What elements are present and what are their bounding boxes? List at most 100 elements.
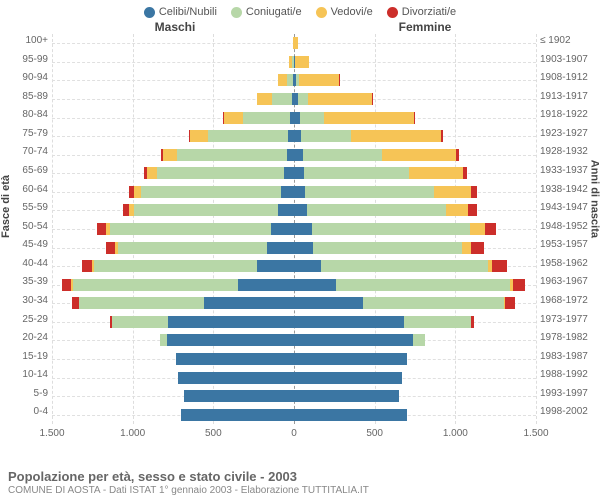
pyramid-row: 15-191983-1987 bbox=[52, 350, 536, 369]
bar-segment bbox=[208, 130, 289, 142]
bar-segment bbox=[134, 204, 278, 216]
bar-segment bbox=[73, 279, 238, 291]
bar-female bbox=[294, 112, 415, 124]
bar-female bbox=[294, 279, 526, 291]
bar-male bbox=[106, 242, 294, 254]
pyramid-row: 40-441958-1962 bbox=[52, 257, 536, 276]
pyramid-row: 35-391963-1967 bbox=[52, 275, 536, 294]
bar-segment bbox=[110, 223, 271, 235]
bar-segment bbox=[409, 167, 463, 179]
bar-segment bbox=[294, 186, 305, 198]
pyramid-row: 50-541948-1952 bbox=[52, 220, 536, 239]
plot-area: 100+≤ 190295-991903-190790-941908-191285… bbox=[52, 34, 536, 424]
chart: Fasce di età Anni di nascita 100+≤ 19029… bbox=[8, 34, 592, 442]
bar-segment bbox=[414, 112, 415, 124]
age-label: 10-14 bbox=[12, 368, 48, 382]
bar-segment bbox=[106, 242, 115, 254]
bar-segment bbox=[294, 260, 321, 272]
bar-female bbox=[294, 334, 425, 346]
bar-segment bbox=[308, 93, 373, 105]
bar-male bbox=[257, 93, 294, 105]
bar-segment bbox=[505, 297, 515, 309]
bar-segment bbox=[294, 149, 303, 161]
bar-segment bbox=[456, 149, 459, 161]
age-label: 65-69 bbox=[12, 164, 48, 178]
birth-label: 1998-2002 bbox=[540, 405, 590, 419]
age-label: 100+ bbox=[12, 34, 48, 48]
pyramid-row: 20-241978-1982 bbox=[52, 331, 536, 350]
x-tick: 1.500 bbox=[39, 428, 64, 439]
pyramid-row: 5-91993-1997 bbox=[52, 387, 536, 406]
birth-label: 1988-1992 bbox=[540, 368, 590, 382]
x-tick: 0 bbox=[291, 428, 297, 439]
age-label: 70-74 bbox=[12, 145, 48, 159]
age-label: 95-99 bbox=[12, 53, 48, 67]
pyramid-row: 45-491953-1957 bbox=[52, 238, 536, 257]
bar-female bbox=[294, 260, 507, 272]
pyramid-row: 95-991903-1907 bbox=[52, 53, 536, 72]
bar-male bbox=[72, 297, 294, 309]
bar-female bbox=[294, 390, 399, 402]
bar-segment bbox=[485, 223, 496, 235]
bar-segment bbox=[294, 130, 301, 142]
gender-labels: Maschi Femmine bbox=[0, 20, 600, 34]
bar-segment bbox=[294, 316, 404, 328]
bar-female bbox=[294, 186, 477, 198]
bar-female bbox=[294, 223, 496, 235]
bar-segment bbox=[470, 223, 485, 235]
bar-male bbox=[161, 149, 294, 161]
bar-segment bbox=[462, 242, 471, 254]
bar-segment bbox=[178, 372, 294, 384]
birth-label: 1963-1967 bbox=[540, 275, 590, 289]
bar-segment bbox=[147, 167, 157, 179]
bar-segment bbox=[312, 223, 470, 235]
bar-segment bbox=[238, 279, 294, 291]
caption-title: Popolazione per età, sesso e stato civil… bbox=[8, 469, 592, 484]
bar-segment bbox=[163, 149, 177, 161]
bar-female bbox=[294, 93, 373, 105]
bar-male bbox=[178, 372, 294, 384]
age-label: 90-94 bbox=[12, 71, 48, 85]
age-label: 20-24 bbox=[12, 331, 48, 345]
gridline-v bbox=[536, 34, 537, 424]
bar-male bbox=[123, 204, 294, 216]
legend-swatch bbox=[144, 7, 155, 18]
bar-segment bbox=[372, 93, 373, 105]
bar-female bbox=[294, 167, 467, 179]
bar-segment bbox=[190, 130, 208, 142]
bar-female bbox=[294, 56, 309, 68]
birth-label: 1938-1942 bbox=[540, 183, 590, 197]
bar-segment bbox=[313, 242, 461, 254]
birth-label: 1933-1937 bbox=[540, 164, 590, 178]
bar-male bbox=[144, 167, 294, 179]
legend: Celibi/NubiliConiugati/eVedovi/eDivorzia… bbox=[0, 0, 600, 20]
age-label: 40-44 bbox=[12, 257, 48, 271]
pyramid-row: 30-341968-1972 bbox=[52, 294, 536, 313]
age-label: 30-34 bbox=[12, 294, 48, 308]
bar-segment bbox=[294, 353, 407, 365]
age-label: 35-39 bbox=[12, 275, 48, 289]
pyramid-row: 65-691933-1937 bbox=[52, 164, 536, 183]
age-label: 80-84 bbox=[12, 108, 48, 122]
age-label: 55-59 bbox=[12, 201, 48, 215]
age-label: 75-79 bbox=[12, 127, 48, 141]
birth-label: 1918-1922 bbox=[540, 108, 590, 122]
pyramid-row: 0-41998-2002 bbox=[52, 405, 536, 424]
bar-female bbox=[294, 74, 339, 86]
bar-segment bbox=[294, 297, 363, 309]
legend-item: Divorziati/e bbox=[387, 6, 456, 18]
age-label: 45-49 bbox=[12, 238, 48, 252]
bar-segment bbox=[62, 279, 72, 291]
bar-segment bbox=[294, 37, 297, 49]
ylabel-left: Fasce di età bbox=[0, 175, 12, 238]
bar-segment bbox=[513, 279, 526, 291]
age-label: 25-29 bbox=[12, 313, 48, 327]
legend-label: Coniugati/e bbox=[246, 6, 302, 18]
bar-segment bbox=[141, 186, 281, 198]
bar-segment bbox=[284, 167, 294, 179]
bar-segment bbox=[294, 223, 312, 235]
birth-label: 1923-1927 bbox=[540, 127, 590, 141]
legend-label: Vedovi/e bbox=[331, 6, 373, 18]
bar-segment bbox=[204, 297, 294, 309]
bar-male bbox=[181, 409, 294, 421]
